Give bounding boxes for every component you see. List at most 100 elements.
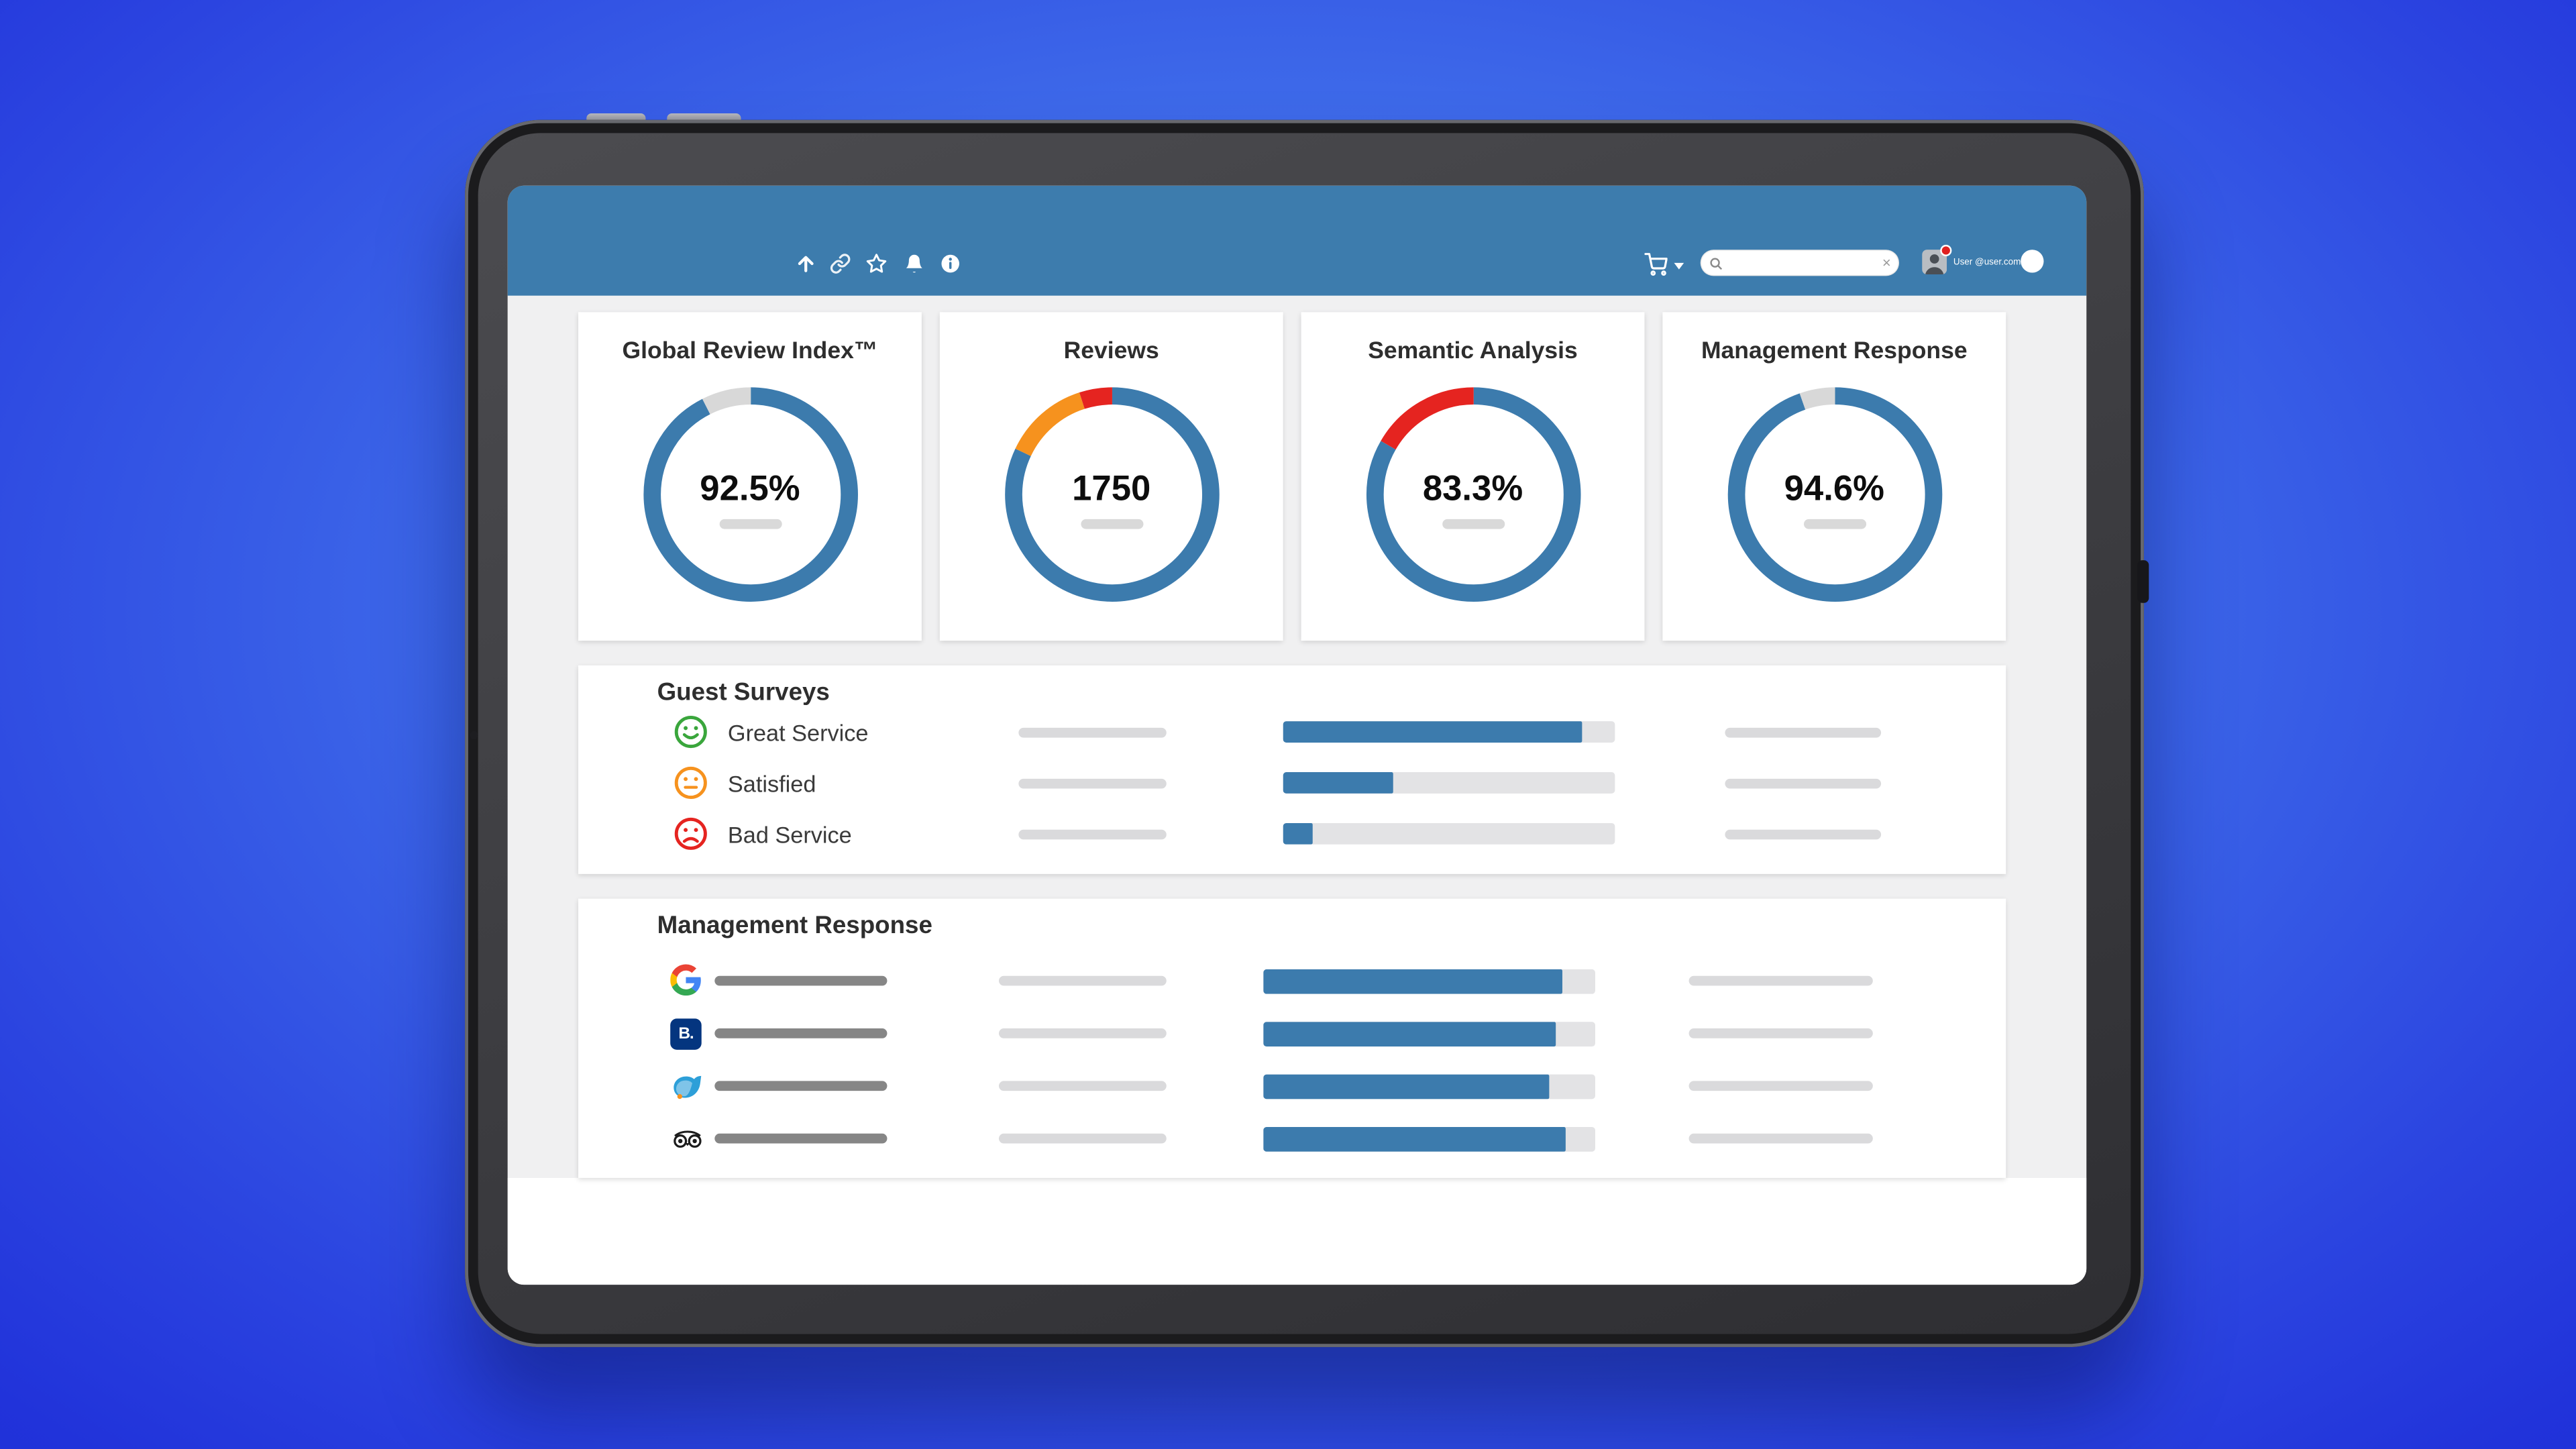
progress-fill (1263, 1127, 1566, 1152)
guest-row-label: Great Service (727, 719, 869, 746)
progress-track (1263, 969, 1595, 994)
placeholder-bar (1688, 1081, 1873, 1091)
kpi-card[interactable]: Reviews 1750 (939, 312, 1283, 641)
search-icon (1710, 257, 1723, 269)
source-name-bar (714, 1028, 888, 1038)
management-response-row: B. (578, 1017, 2006, 1050)
panel-title: Guest Surveys (657, 678, 830, 707)
management-response-row (578, 1122, 2006, 1155)
progress-track (1283, 721, 1615, 743)
management-response-row (578, 964, 2006, 999)
guest-row-label: Bad Service (727, 821, 852, 848)
user-label: User @user.com (1953, 258, 2021, 268)
source-name-bar (714, 1081, 888, 1091)
placeholder-bar (1688, 1028, 1873, 1038)
management-response-row (578, 1069, 2006, 1102)
progress-fill (1283, 721, 1582, 743)
placeholder-bar (1018, 727, 1167, 738)
search-box[interactable]: × (1700, 250, 1900, 276)
donut-chart (1365, 387, 1580, 602)
placeholder-bar (1725, 829, 1882, 840)
placeholder-bar (998, 1081, 1167, 1091)
kpi-row: Global Review Index™ 92.5% Reviews 1750 … (578, 312, 2006, 641)
info-icon[interactable] (940, 253, 961, 274)
kpi-subtitle-placeholder (1441, 519, 1505, 529)
kpi-subtitle-placeholder (1803, 519, 1866, 529)
clear-x-icon[interactable]: × (1882, 254, 1891, 270)
management-response-panel: Management Response B. (578, 898, 2006, 1178)
source-name-bar (714, 975, 888, 986)
tripadvisor-icon (670, 1122, 704, 1157)
progress-track (1263, 1127, 1595, 1152)
kpi-title: Global Review Index™ (622, 338, 878, 365)
progress-fill (1263, 1022, 1556, 1046)
dolphin-ota-icon (670, 1069, 704, 1104)
placeholder-bar (1725, 778, 1882, 789)
content-footer (507, 1177, 2087, 1285)
kpi-title: Management Response (1701, 338, 1968, 365)
circle-button[interactable] (2021, 250, 2044, 273)
dashboard-content: Global Review Index™ 92.5% Reviews 1750 … (507, 295, 2087, 1285)
guest-survey-row: Great Service (578, 714, 2006, 749)
notification-badge (1940, 244, 1952, 257)
kpi-card[interactable]: Management Response 94.6% (1662, 312, 2006, 641)
guest-survey-row: Satisfied (578, 765, 2006, 800)
progress-track (1263, 1022, 1595, 1046)
kpi-title: Reviews (1063, 338, 1159, 365)
user-avatar[interactable] (1922, 244, 1952, 274)
progress-track (1283, 772, 1615, 794)
kpi-subtitle-placeholder (718, 519, 782, 529)
tablet-side-slot (2137, 560, 2149, 603)
progress-fill (1263, 1074, 1549, 1099)
progress-fill (1283, 822, 1313, 845)
guest-surveys-panel: Guest Surveys Great Service Satisfied Ba… (578, 665, 2006, 874)
smiley-neutral-icon (674, 765, 708, 800)
placeholder-bar (1688, 1133, 1873, 1144)
placeholder-bar (1725, 727, 1882, 738)
placeholder-bar (998, 1133, 1167, 1144)
search-input[interactable] (1728, 255, 1878, 270)
tablet-camera-dot (470, 731, 478, 740)
placeholder-bar (1018, 778, 1167, 789)
tablet-device: × User @user.com Global Review Index™ 92… (465, 119, 2149, 1348)
progress-fill (1283, 772, 1393, 794)
kpi-value: 83.3% (1422, 469, 1523, 508)
progress-track (1263, 1074, 1595, 1099)
tablet-screen: × User @user.com Global Review Index™ 92… (507, 185, 2087, 1285)
booking-icon: B. (670, 1017, 704, 1051)
star-icon[interactable] (866, 253, 888, 274)
placeholder-bar (998, 975, 1167, 986)
donut-gauge: 92.5% (640, 384, 860, 604)
smiley-happy-icon (674, 714, 708, 749)
bell-icon[interactable] (904, 253, 925, 274)
kpi-card[interactable]: Semantic Analysis 83.3% (1301, 312, 1645, 641)
caret-down-icon[interactable] (1674, 262, 1684, 270)
google-icon (670, 964, 704, 999)
donut-chart (1727, 387, 1942, 602)
kpi-title: Semantic Analysis (1368, 338, 1578, 365)
source-name-bar (714, 1133, 888, 1144)
link-icon[interactable] (830, 253, 851, 274)
progress-fill (1263, 969, 1562, 994)
kpi-value: 1750 (1072, 469, 1151, 508)
progress-track (1283, 822, 1615, 845)
donut-chart (643, 387, 857, 602)
placeholder-bar (1018, 829, 1167, 840)
smiley-sad-icon (674, 816, 708, 851)
donut-chart (1004, 387, 1219, 602)
kpi-value: 94.6% (1784, 469, 1884, 508)
kpi-value: 92.5% (700, 469, 800, 508)
kpi-card[interactable]: Global Review Index™ 92.5% (578, 312, 922, 641)
kpi-subtitle-placeholder (1080, 519, 1143, 529)
donut-gauge: 94.6% (1724, 384, 1944, 604)
app-header: × User @user.com (507, 185, 2087, 296)
placeholder-bar (998, 1028, 1167, 1038)
placeholder-bar (1688, 975, 1873, 986)
cart-icon[interactable] (1644, 253, 1668, 276)
donut-gauge: 1750 (1002, 384, 1222, 604)
guest-survey-row: Bad Service (578, 816, 2006, 851)
donut-gauge: 83.3% (1362, 384, 1582, 604)
upload-icon[interactable] (795, 253, 816, 274)
panel-title: Management Response (657, 912, 932, 940)
